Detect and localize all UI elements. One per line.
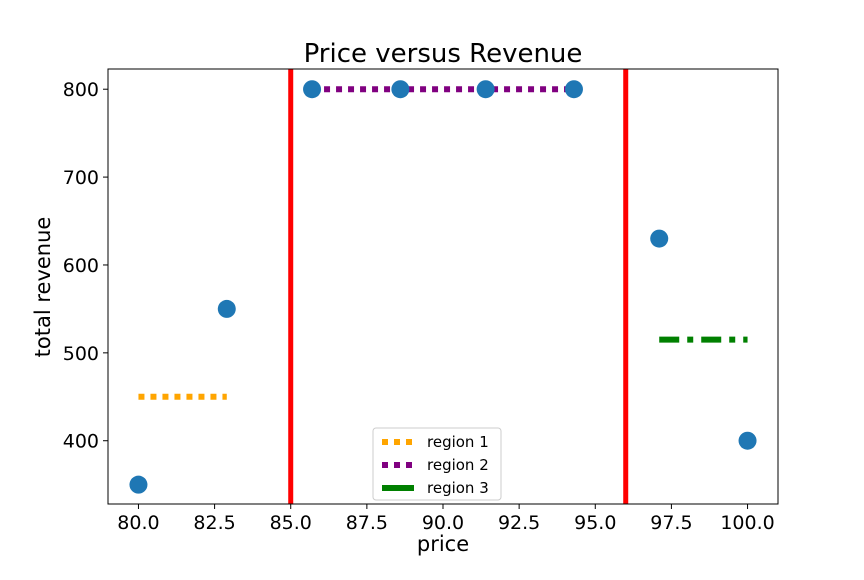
x-tick-label: 92.5 (498, 512, 540, 534)
chart-title: Price versus Revenue (304, 39, 583, 69)
x-tick-label: 100.0 (720, 512, 774, 534)
legend-label-region-3: region 3 (427, 479, 489, 497)
y-axis-label: total revenue (31, 217, 55, 358)
data-point-1 (129, 475, 148, 494)
data-point-4 (391, 80, 410, 99)
x-axis-label: price (417, 532, 469, 556)
legend-box (372, 427, 502, 501)
legend-label-region-2: region 2 (427, 456, 489, 474)
x-tick-label: 87.5 (346, 512, 388, 534)
data-point-3 (303, 80, 322, 99)
x-axis: 80.0 82.5 85.0 87.5 90.0 92.5 95.0 97.5 100.0 (117, 504, 775, 534)
y-tick-label: 600 (63, 255, 99, 277)
x-tick-label: 82.5 (193, 512, 235, 534)
x-tick-label: 85.0 (270, 512, 312, 534)
data-point-2 (217, 299, 236, 318)
legend: region 1 region 2 region 3 (372, 427, 502, 501)
x-tick-label: 90.0 (422, 512, 464, 534)
data-point-6 (564, 80, 583, 99)
data-point-7 (650, 229, 669, 248)
y-tick-label: 700 (63, 167, 99, 189)
data-point-8 (738, 431, 757, 450)
y-axis: 400 500 600 700 800 (63, 79, 108, 453)
x-tick-label: 80.0 (117, 512, 159, 534)
y-tick-label: 400 (63, 431, 99, 453)
legend-label-region-1: region 1 (427, 433, 489, 451)
y-tick-label: 500 (63, 343, 99, 365)
data-point-5 (476, 80, 495, 99)
x-tick-label: 97.5 (650, 512, 692, 534)
x-tick-label: 95.0 (574, 512, 616, 534)
plot-layer (129, 69, 757, 504)
y-tick-label: 800 (63, 79, 99, 101)
